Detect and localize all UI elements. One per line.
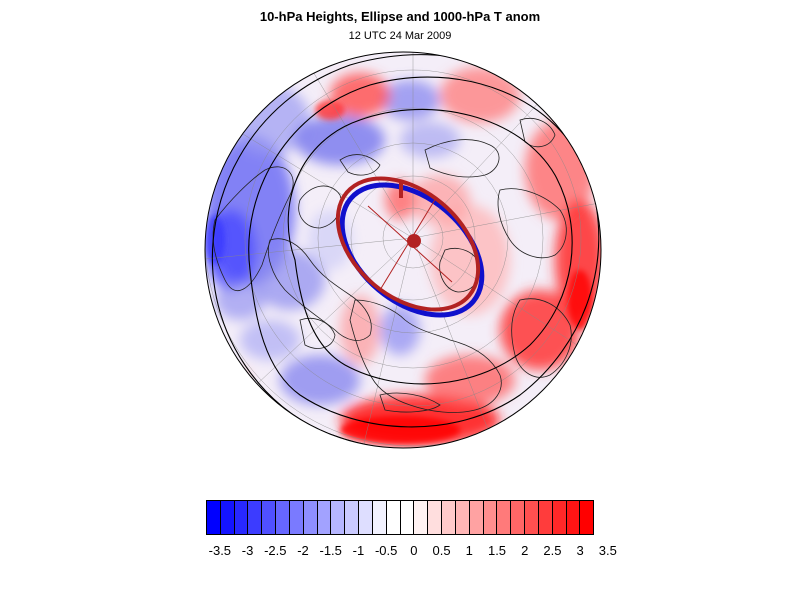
colorbar-swatch xyxy=(497,501,512,534)
colorbar-swatch xyxy=(359,501,373,534)
map-title: 10-hPa Heights, Ellipse and 1000-hPa T a… xyxy=(259,9,541,24)
map-subtitle: 12 UTC 24 Mar 2009 xyxy=(348,30,452,42)
colorbar-tick-label: 1.5 xyxy=(487,543,507,558)
colorbar-tick-label: 2 xyxy=(521,543,529,558)
colorbar-swatch xyxy=(289,501,304,534)
colorbar-swatch xyxy=(331,501,346,534)
colorbar-tick-label: -1 xyxy=(352,543,365,558)
coastlines xyxy=(212,118,572,413)
colorbar-tick-label: 3.5 xyxy=(598,543,617,558)
colorbar-swatch xyxy=(455,501,470,534)
colorbar-swatch xyxy=(234,501,249,534)
globe-outline xyxy=(204,51,602,449)
fitted-vortex-ellipse xyxy=(335,176,481,312)
colorbar-swatch xyxy=(303,501,318,534)
colorbar-swatch xyxy=(538,501,553,534)
colorbar-tick-label: 0 xyxy=(410,543,418,558)
colorbar-tick-label: -2 xyxy=(297,543,309,558)
colorbar-swatch xyxy=(220,501,235,534)
colorbar-swatch xyxy=(262,501,277,534)
colorbar-tick-label: -3.5 xyxy=(208,543,232,558)
colorbar-tick-label: -0.5 xyxy=(374,543,398,558)
colorbar-swatch xyxy=(207,501,221,534)
colorbar-labels: -3.5 -3 -2.5 -2 -1.5 -1 -0.5 0 0.5 1 1.5 2 2.5 3 3.5 xyxy=(0,543,800,563)
colorbar-tick-label: -2.5 xyxy=(264,543,287,558)
colorbar-swatch xyxy=(428,501,443,534)
colorbar-swatch xyxy=(248,501,263,534)
colorbar xyxy=(206,500,594,535)
colorbar-swatch xyxy=(469,501,484,534)
colorbar-swatch xyxy=(276,501,290,534)
colorbar-swatch xyxy=(580,501,594,534)
vortex-ellipses xyxy=(335,176,485,318)
colorbar-swatch xyxy=(566,501,581,534)
colorbar-swatch xyxy=(414,501,429,534)
colorbar-swatch xyxy=(345,501,360,534)
colorbar-swatch xyxy=(483,501,498,534)
colorbar-swatch xyxy=(386,501,401,534)
colorbar-swatch xyxy=(317,501,332,534)
colorbar-tick-label: 0.5 xyxy=(432,543,451,558)
colorbar-tick-label: -1.5 xyxy=(319,543,342,558)
colorbar-tick-label: -3 xyxy=(241,543,254,558)
colorbar-swatch xyxy=(400,501,415,534)
colorbar-swatch xyxy=(511,501,526,534)
colorbar-swatch xyxy=(442,501,456,534)
colorbar-tick-label: 2.5 xyxy=(543,543,562,558)
vortex-center-marker xyxy=(407,234,421,248)
colorbar-tick-label: 3 xyxy=(576,543,584,558)
colorbar-swatch xyxy=(372,501,387,534)
colorbar-tick-label: 1 xyxy=(465,543,473,558)
colorbar-swatch xyxy=(525,501,539,534)
colorbar-swatch xyxy=(552,501,567,534)
